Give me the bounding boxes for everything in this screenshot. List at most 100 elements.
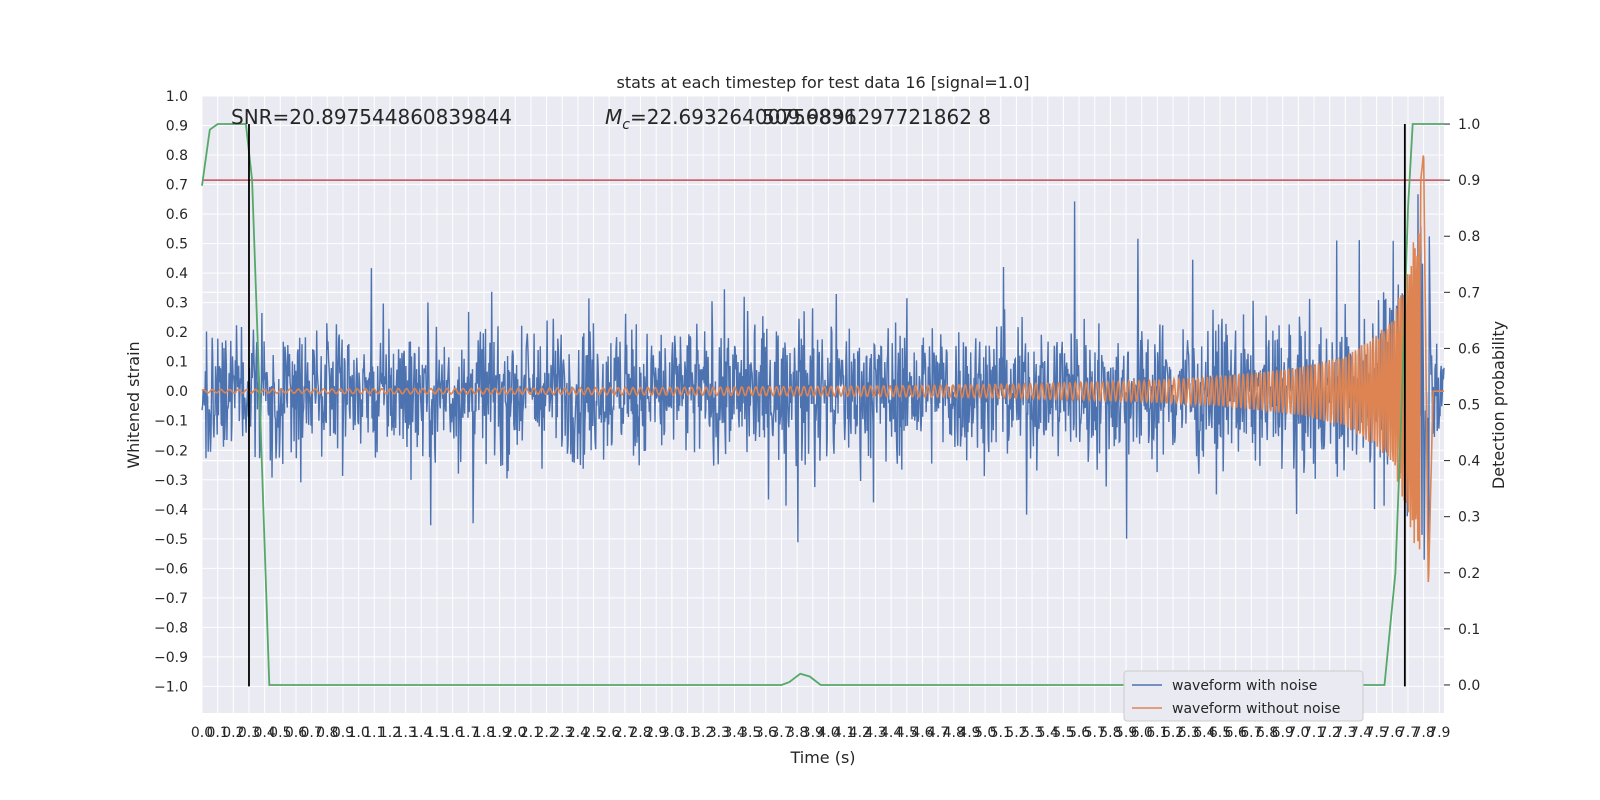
vertical-markers xyxy=(248,124,1406,687)
y2-tick-label: 0.8 xyxy=(1458,229,1480,245)
x-tick-label: 5.8 xyxy=(1099,725,1121,741)
x-tick-label: 5.1 xyxy=(990,725,1012,741)
overlap-annotation: 509.9891297721862 8 xyxy=(762,105,991,129)
y-tick-label: −0.4 xyxy=(154,502,188,518)
x-tick-label: 5.4 xyxy=(1037,725,1059,741)
y-tick-label: 1.0 xyxy=(166,89,188,105)
x-tick-label: 4.4 xyxy=(880,725,902,741)
x-tick-label: 0.1 xyxy=(207,725,229,741)
y2-tick-label: 0.3 xyxy=(1458,510,1480,526)
y2-axis-label: Detection probability xyxy=(1489,321,1508,489)
x-tick-label: 5.9 xyxy=(1115,725,1137,741)
x-tick-label: 3.7 xyxy=(770,725,792,741)
x-tick-label: 7.0 xyxy=(1287,725,1309,741)
x-tick-label: 6.6 xyxy=(1225,725,1247,741)
x-tick-label: 1.8 xyxy=(473,725,495,741)
x-tick-label: 3.2 xyxy=(692,725,714,741)
x-tick-label: 5.7 xyxy=(1084,725,1106,741)
y-tick-label: 0.0 xyxy=(166,384,188,400)
x-tick-label: 0.2 xyxy=(222,725,244,741)
x-tick-label: 0.9 xyxy=(332,725,354,741)
x-tick-labels: 0.00.10.20.30.40.50.60.70.80.91.01.11.21… xyxy=(191,725,1451,741)
x-tick-label: 4.9 xyxy=(958,725,980,741)
x-tick-label: 4.0 xyxy=(817,725,839,741)
x-tick-label: 0.3 xyxy=(238,725,260,741)
x-tick-label: 1.0 xyxy=(347,725,369,741)
x-tick-label: 4.7 xyxy=(927,725,949,741)
noise-waveform-path xyxy=(201,194,1445,560)
y-tick-label: 0.4 xyxy=(166,266,188,282)
mc-symbol: M xyxy=(605,105,622,129)
x-tick-label: 6.1 xyxy=(1146,725,1168,741)
chart-title: stats at each timestep for test data 16 … xyxy=(617,73,1030,92)
y-tick-label: 0.8 xyxy=(166,148,188,164)
y2-tick-label: 1.0 xyxy=(1458,117,1480,133)
x-tick-label: 6.8 xyxy=(1256,725,1278,741)
y-tick-label: −1.0 xyxy=(154,679,188,695)
y-tick-label: −0.9 xyxy=(154,650,188,666)
y2-tick-labels: 1.0 0.9 0.8 0.7 0.6 0.5 0.4 0.3 0.2 0.1 0.0 xyxy=(1444,117,1480,694)
series-waveform-with-noise xyxy=(201,194,1445,560)
y2-tick-label: 0.6 xyxy=(1458,341,1480,357)
x-tick-label: 7.4 xyxy=(1350,725,1372,741)
y2-tick-label: 0.5 xyxy=(1458,398,1480,414)
x-tick-label: 2.2 xyxy=(535,725,557,741)
series-waveform-without-noise xyxy=(201,155,1444,583)
y2-tick-label: 0.4 xyxy=(1458,454,1480,470)
x-tick-label: 1.5 xyxy=(426,725,448,741)
x-tick-label: 6.4 xyxy=(1193,725,1215,741)
x-tick-label: 4.1 xyxy=(833,725,855,741)
detection-probability-path xyxy=(201,123,1444,686)
x-tick-label: 7.5 xyxy=(1366,725,1388,741)
mc-value: =22.69326400756836 xyxy=(630,105,857,129)
x-tick-label: 1.7 xyxy=(457,725,479,741)
x-tick-label: 5.2 xyxy=(1005,725,1027,741)
x-tick-label: 3.4 xyxy=(723,725,745,741)
x-tick-label: 7.2 xyxy=(1319,725,1341,741)
x-tick-label: 3.1 xyxy=(676,725,698,741)
legend-box xyxy=(1123,670,1364,722)
legend-label-clean: waveform without noise xyxy=(1172,701,1340,717)
y-tick-label: 0.1 xyxy=(166,355,188,371)
x-tick-label: 6.7 xyxy=(1240,725,1262,741)
y2-tick-label: 0.0 xyxy=(1458,678,1480,694)
x-tick-label: 5.5 xyxy=(1052,725,1074,741)
series-detection-probability xyxy=(201,123,1444,686)
x-tick-label: 6.9 xyxy=(1272,725,1294,741)
x-tick-label: 1.4 xyxy=(410,725,432,741)
x-tick-label: 1.2 xyxy=(379,725,401,741)
x-tick-label: 1.1 xyxy=(363,725,385,741)
y-tick-label: −0.1 xyxy=(154,414,188,430)
x-tick-label: 7.7 xyxy=(1397,725,1419,741)
x-tick-label: 4.2 xyxy=(849,725,871,741)
x-tick-label: 6.0 xyxy=(1131,725,1153,741)
chirp-mass-annotation: Mc=22.69326400756836 xyxy=(605,105,857,133)
x-tick-label: 7.1 xyxy=(1303,725,1325,741)
x-tick-label: 5.0 xyxy=(974,725,996,741)
x-tick-label: 2.5 xyxy=(582,725,604,741)
x-tick-label: 3.5 xyxy=(739,725,761,741)
clean-waveform-path xyxy=(201,155,1444,583)
x-tick-label: 2.9 xyxy=(645,725,667,741)
legend: waveform with noise waveform without noi… xyxy=(1123,670,1364,722)
y-tick-label: −0.6 xyxy=(154,561,188,577)
x-tick-label: 0.7 xyxy=(301,725,323,741)
x-tick-label: 3.0 xyxy=(661,725,683,741)
x-tick-label: 1.3 xyxy=(394,725,416,741)
x-tick-label: 0.5 xyxy=(269,725,291,741)
y2-tick-label: 0.2 xyxy=(1458,566,1480,582)
x-tick-label: 2.7 xyxy=(614,725,636,741)
x-tick-label: 7.8 xyxy=(1413,725,1435,741)
snr-annotation: SNR=20.897544860839844 xyxy=(231,105,512,129)
x-tick-label: 0.6 xyxy=(285,725,307,741)
y-tick-label: 0.7 xyxy=(166,178,188,194)
y-tick-label: −0.2 xyxy=(154,443,188,459)
x-tick-label: 4.3 xyxy=(864,725,886,741)
x-tick-label: 3.8 xyxy=(786,725,808,741)
x-tick-label: 7.3 xyxy=(1334,725,1356,741)
x-tick-label: 2.0 xyxy=(504,725,526,741)
x-tick-label: 2.4 xyxy=(567,725,589,741)
y-tick-label: −0.8 xyxy=(154,620,188,636)
y-tick-label: 0.9 xyxy=(166,119,188,135)
x-tick-label: 4.5 xyxy=(896,725,918,741)
